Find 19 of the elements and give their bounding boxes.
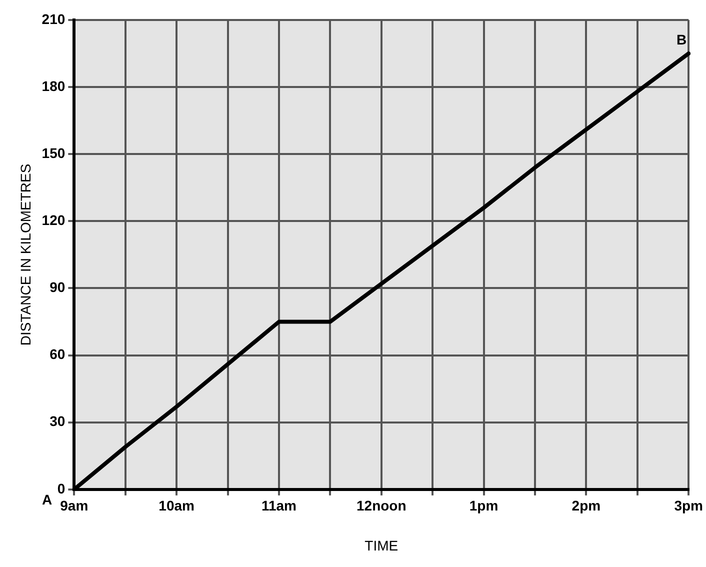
x-tick-label: 2pm [572, 498, 601, 514]
x-tick-label: 12noon [356, 498, 406, 514]
y-tick-label: 30 [50, 413, 66, 430]
x-tick-label: 10am [158, 498, 194, 514]
x-tick-label: 3pm [674, 498, 704, 514]
x-axis-title: TIME [364, 537, 398, 554]
y-tick-label: 120 [42, 212, 66, 228]
y-tick-label: 150 [42, 144, 66, 161]
x-tick-label: 1pm [469, 498, 498, 514]
y-axis-title: DISTANCE IN KILOMETRES [17, 164, 34, 346]
y-tick-label: 90 [50, 279, 66, 296]
y-tick-label: 0 [57, 480, 66, 496]
y-tick-label: 60 [50, 346, 66, 362]
y-tick-label: 180 [42, 78, 66, 94]
y-tick-label: 210 [42, 10, 66, 27]
annotation: B [676, 31, 687, 48]
x-tick-label: 11am [261, 498, 296, 514]
annotation: A [42, 491, 52, 508]
x-tick-label: 9am [60, 498, 88, 514]
